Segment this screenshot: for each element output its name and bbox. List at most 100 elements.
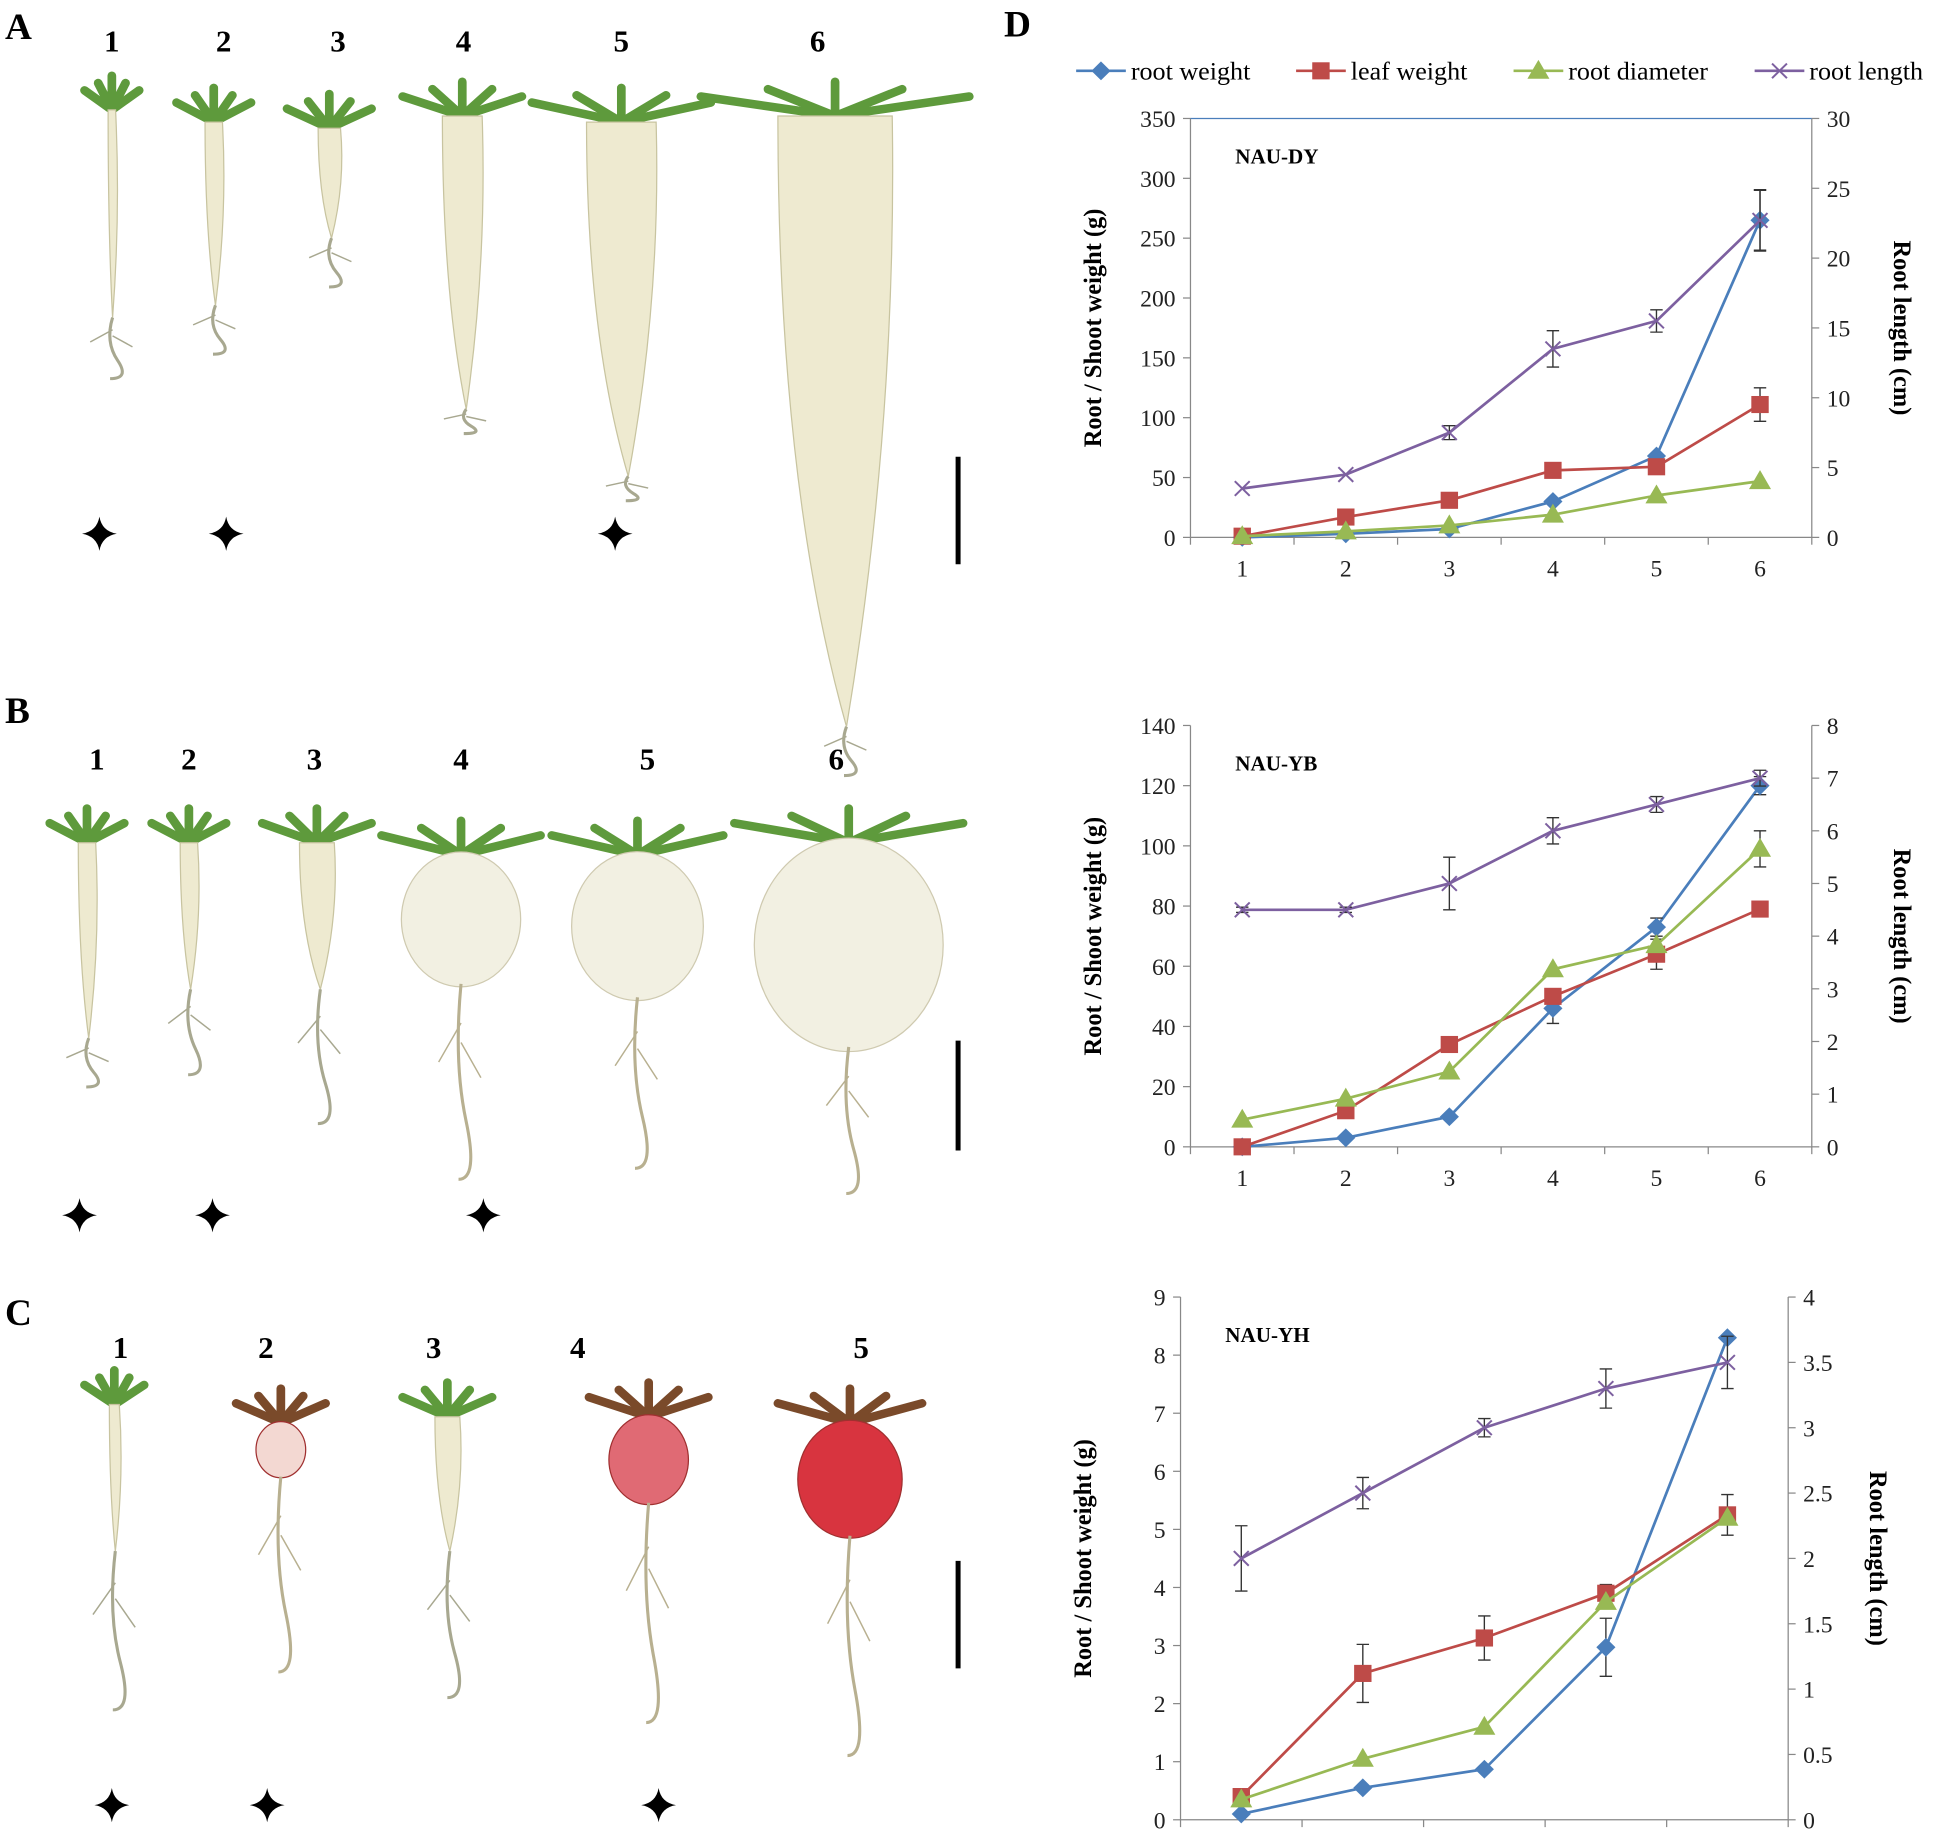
y-tick-label: 2 bbox=[1154, 1692, 1166, 1718]
point-marker bbox=[1473, 1715, 1496, 1735]
leaf-stalk bbox=[312, 818, 376, 847]
point-marker bbox=[1230, 1788, 1253, 1808]
leaf-stalk bbox=[830, 92, 974, 121]
radish-body bbox=[777, 115, 894, 727]
root-tail bbox=[316, 989, 332, 1126]
legend-label: root weight bbox=[1131, 57, 1251, 86]
radish-body bbox=[298, 842, 336, 992]
x-tick-label: 6 bbox=[1754, 1166, 1766, 1192]
point-marker bbox=[1351, 1747, 1374, 1767]
photo-number: 6 bbox=[829, 743, 845, 777]
legend-label: leaf weight bbox=[1351, 57, 1468, 86]
point-marker bbox=[1648, 312, 1665, 329]
series-line bbox=[1242, 219, 1761, 490]
y2-axis-label: Root length (cm) bbox=[1888, 849, 1915, 1024]
y2-tick-label: 3.5 bbox=[1803, 1351, 1833, 1377]
leaf-stalk bbox=[614, 1385, 654, 1422]
leaf-stalk bbox=[82, 818, 129, 847]
y2-axis-label: Root length (cm) bbox=[1888, 240, 1915, 415]
root-hair bbox=[167, 1005, 211, 1031]
leaf-stalk bbox=[590, 823, 642, 860]
y2-tick-label: 25 bbox=[1827, 177, 1851, 203]
leaf-stalk bbox=[209, 98, 256, 127]
point-marker bbox=[1091, 61, 1111, 81]
series-line bbox=[1242, 219, 1762, 539]
point-marker bbox=[1231, 1108, 1254, 1128]
leaf-stalk bbox=[572, 90, 626, 127]
root-tail bbox=[186, 988, 202, 1077]
y2-tick-label: 30 bbox=[1827, 107, 1851, 133]
point-marker bbox=[1440, 491, 1459, 509]
point-marker bbox=[1476, 1419, 1493, 1436]
photo-number: 2 bbox=[258, 1331, 274, 1365]
legend-label: root length bbox=[1809, 57, 1923, 86]
leaf-stalk bbox=[377, 831, 466, 860]
y2-tick-label: 2.5 bbox=[1803, 1482, 1833, 1508]
panel-label: D bbox=[1004, 4, 1031, 45]
root-hair bbox=[443, 413, 487, 422]
y-tick-label: 250 bbox=[1140, 227, 1175, 253]
root-hair bbox=[257, 1515, 302, 1571]
point-marker bbox=[1438, 1060, 1461, 1080]
radish-body bbox=[107, 109, 119, 318]
point-marker bbox=[1475, 1629, 1494, 1647]
leaf-stalk bbox=[844, 818, 968, 847]
root-hair bbox=[308, 247, 352, 263]
star-marker bbox=[465, 1198, 501, 1233]
y-tick-label: 140 bbox=[1140, 714, 1175, 740]
y2-tick-label: 0 bbox=[1803, 1809, 1815, 1832]
y-tick-label: 3 bbox=[1154, 1634, 1166, 1660]
radish-body bbox=[571, 851, 704, 1002]
x-tick-label: 5 bbox=[1651, 557, 1663, 583]
leaf-stalk bbox=[109, 1380, 149, 1409]
point-marker bbox=[1334, 520, 1357, 540]
photo-number: 6 bbox=[810, 25, 826, 59]
leaf-stalk bbox=[547, 831, 642, 860]
point-marker bbox=[1474, 1759, 1494, 1779]
point-marker bbox=[1312, 62, 1330, 80]
root-tail bbox=[108, 317, 124, 381]
x-tick-label: 3 bbox=[1443, 1166, 1455, 1192]
point-marker bbox=[1234, 901, 1251, 918]
photo-number: 1 bbox=[113, 1331, 129, 1365]
star-marker bbox=[94, 1788, 130, 1823]
y-tick-label: 6 bbox=[1154, 1460, 1166, 1486]
root-tail bbox=[842, 726, 858, 778]
y-tick-label: 0 bbox=[1154, 1809, 1166, 1832]
leaf-stalk bbox=[644, 1392, 713, 1422]
y2-tick-label: 1 bbox=[1803, 1678, 1815, 1704]
leaf-stalk bbox=[809, 1391, 855, 1428]
star-marker bbox=[249, 1788, 285, 1823]
y2-tick-label: 0 bbox=[1827, 1136, 1839, 1162]
y-tick-label: 100 bbox=[1140, 835, 1175, 861]
point-marker bbox=[1234, 480, 1251, 497]
radish-body bbox=[797, 1419, 903, 1539]
point-marker bbox=[1544, 987, 1562, 1005]
radish-body bbox=[400, 851, 522, 988]
point-marker bbox=[1771, 62, 1788, 79]
point-marker bbox=[1354, 1664, 1372, 1682]
star-marker bbox=[641, 1788, 677, 1823]
radish-body bbox=[753, 837, 944, 1053]
series-line bbox=[1240, 1361, 1728, 1560]
root-hair bbox=[823, 735, 867, 751]
chart-title: NAU-YB bbox=[1235, 752, 1317, 776]
photo-number: 4 bbox=[453, 743, 469, 777]
y-tick-label: 200 bbox=[1140, 287, 1175, 313]
point-marker bbox=[1648, 796, 1665, 813]
photo-number: 4 bbox=[570, 1331, 586, 1365]
leaf-stalk bbox=[696, 92, 840, 121]
radish-body bbox=[585, 121, 658, 477]
y-tick-label: 7 bbox=[1154, 1402, 1166, 1428]
point-marker bbox=[1233, 1550, 1250, 1567]
panel-label: A bbox=[5, 6, 32, 47]
y2-axis-label: Root length (cm) bbox=[1864, 1471, 1891, 1646]
leaf-stalk bbox=[416, 823, 466, 860]
point-marker bbox=[1544, 461, 1562, 479]
root-tail bbox=[445, 1550, 462, 1700]
y-tick-label: 40 bbox=[1152, 1015, 1176, 1041]
photo-number: 3 bbox=[426, 1331, 442, 1365]
point-marker bbox=[1719, 1354, 1736, 1371]
point-marker bbox=[1336, 1128, 1356, 1148]
point-marker bbox=[1645, 934, 1668, 954]
